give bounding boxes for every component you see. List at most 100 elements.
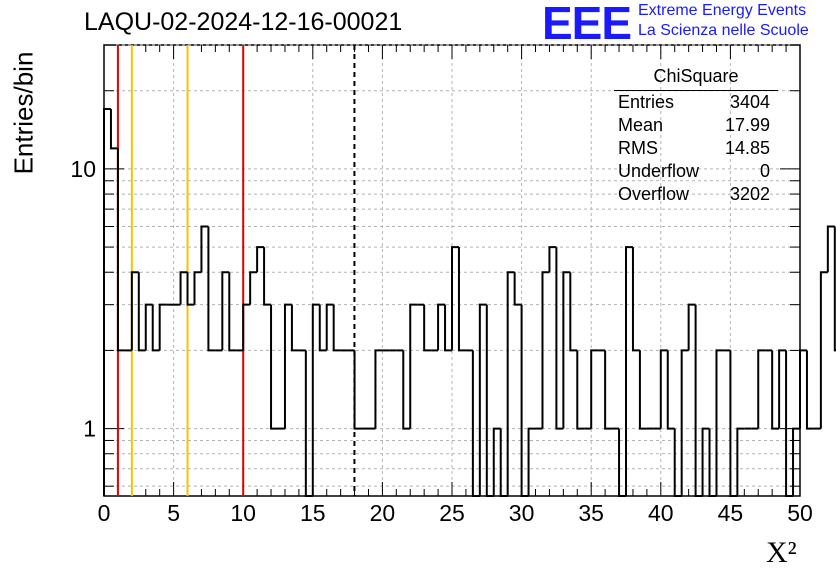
histogram-bin: [311, 303, 320, 496]
x-tick-label: 50: [787, 500, 813, 526]
x-tick-label: 0: [98, 500, 111, 526]
histogram-bin: [158, 303, 167, 351]
logo-text-line2: La Scienza nelle Scuole: [638, 22, 809, 39]
histogram-bin: [499, 428, 508, 497]
histogram-bin: [437, 303, 446, 351]
histogram-bin: [736, 427, 745, 496]
x-tick-label: 20: [370, 500, 396, 526]
histogram-bin: [144, 303, 153, 351]
stats-value: 0: [759, 161, 770, 181]
x-tick-label: 45: [718, 500, 744, 526]
histogram-bin: [826, 225, 835, 273]
histogram-bin: [270, 304, 278, 430]
stats-row-underflow: Underflow 0: [612, 160, 778, 183]
histogram-bin: [186, 272, 195, 306]
histogram-bin: [249, 271, 258, 305]
stats-row-rms: RMS 14.85: [612, 137, 778, 160]
histogram-bin: [423, 304, 432, 352]
logo-text-line1: Extreme Energy Events: [638, 2, 807, 19]
histogram-bin: [457, 247, 466, 352]
histogram-bin: [109, 109, 118, 150]
histogram-bin: [618, 428, 626, 497]
histogram-bin: [715, 349, 724, 496]
histogram-bin: [666, 350, 675, 430]
eee-logo: EEE Extreme Energy Events La Scienza nel…: [540, 0, 836, 49]
histogram-bin: [569, 272, 578, 352]
x-tick-label: 10: [230, 500, 256, 526]
histogram-bin: [771, 350, 780, 430]
histogram-bin: [318, 304, 327, 352]
histogram-bin: [659, 349, 668, 429]
histogram-bin: [242, 303, 251, 351]
histogram-bin: [492, 427, 501, 496]
histogram-bin: [792, 427, 800, 496]
histogram-bin: [304, 350, 313, 497]
histogram-bin: [103, 108, 111, 496]
x-tick-label: 5: [167, 500, 180, 526]
histogram-bin: [151, 304, 160, 352]
histogram-bin: [527, 427, 536, 496]
histogram-bin: [137, 272, 146, 352]
stats-label: Underflow: [618, 161, 700, 181]
histogram-bin: [402, 350, 411, 430]
histogram-bin: [520, 304, 529, 497]
histogram-bin: [325, 303, 334, 351]
histogram-bin: [116, 148, 125, 352]
histogram-bin: [506, 271, 515, 496]
histogram-bin: [548, 246, 557, 273]
x-axis-label: X²: [766, 536, 797, 569]
histogram-bin: [471, 350, 480, 497]
histogram-bin: [757, 349, 766, 429]
histogram-bin: [513, 272, 522, 306]
histogram-bin: [680, 349, 689, 496]
histogram-bin: [785, 350, 794, 497]
x-tick-label: 25: [439, 500, 465, 526]
x-tick-label: 15: [300, 500, 326, 526]
chart-title: LAQU-02-2024-12-16-00021: [84, 8, 403, 36]
y-tick-label: 1: [83, 416, 96, 442]
histogram-bin: [130, 271, 139, 351]
histogram-bin: [778, 349, 787, 429]
histogram-bin: [833, 226, 836, 352]
histogram-bin: [228, 272, 237, 352]
histogram-bin: [729, 350, 738, 497]
histogram-bin: [374, 349, 383, 429]
histogram-bin: [451, 246, 459, 351]
histogram-bin: [687, 303, 696, 351]
histogram-bin: [805, 350, 814, 430]
histogram-bin: [200, 225, 209, 273]
stats-box: ChiSquare Entries 3404 Mean 17.99 RMS 14…: [612, 66, 778, 206]
stats-row-entries: Entries 3404: [612, 91, 778, 114]
histogram-bin: [590, 349, 599, 429]
x-tick-label: 30: [509, 500, 535, 526]
histogram-bin: [256, 246, 265, 273]
axis-tick-labels: 0 5 10 15 20 25 30 35 40 45 50 1 10: [70, 156, 812, 526]
histogram-bin: [444, 304, 452, 352]
histogram-bin: [478, 303, 487, 496]
histogram-bin: [353, 350, 362, 430]
histogram-bin: [179, 271, 188, 305]
stats-label: Entries: [618, 92, 675, 112]
histogram-bin: [638, 350, 647, 430]
histogram-bin: [708, 428, 717, 497]
stats-title: ChiSquare: [614, 66, 778, 91]
histogram-bin: [799, 349, 807, 429]
histogram-bin: [541, 271, 550, 429]
histogram-bin: [332, 304, 341, 352]
y-axis-label: Entries/bin: [8, 51, 39, 174]
stats-value: 17.99: [724, 115, 770, 135]
histogram-bin: [625, 246, 633, 496]
histogram-bin: [283, 303, 292, 429]
histogram-bin: [485, 304, 494, 497]
stats-row-overflow: Overflow 3202: [612, 183, 778, 206]
histogram-bin: [290, 304, 299, 352]
histogram-bin: [701, 427, 710, 496]
stats-value: 3404: [729, 92, 770, 112]
histogram-bin: [694, 304, 703, 497]
eee-logo-mark: EEE: [542, 0, 632, 49]
histogram-bin: [576, 350, 585, 430]
stats-label: Mean: [618, 115, 664, 135]
x-tick-label: 35: [578, 500, 604, 526]
histogram-bin: [673, 428, 682, 497]
